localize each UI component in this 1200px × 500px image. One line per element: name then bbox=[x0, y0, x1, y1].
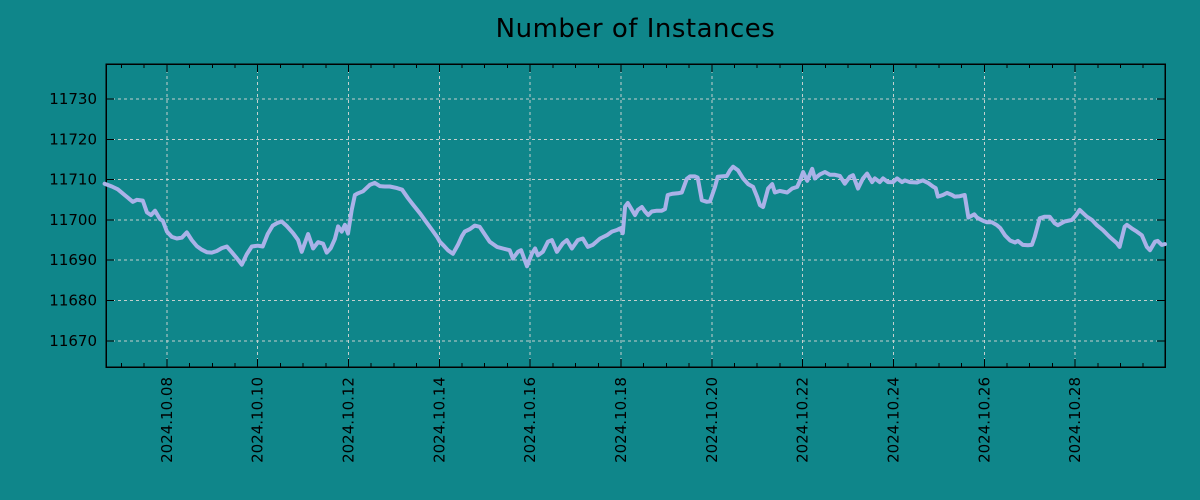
y-tick-label: 11670 bbox=[49, 332, 97, 350]
axis-labels: 11670 11680 11690 11700 11710 11720 11730 2024.… bbox=[49, 90, 1084, 463]
data-line bbox=[102, 164, 1167, 269]
y-tick-label: 11690 bbox=[49, 251, 97, 269]
x-tick-label: 2024.10.08 bbox=[158, 377, 176, 463]
x-tick-label: 2024.10.28 bbox=[1066, 377, 1084, 463]
y-tick-label: 11700 bbox=[49, 211, 97, 229]
chart-title: Number of Instances bbox=[495, 14, 776, 44]
x-tick-label: 2024.10.10 bbox=[249, 377, 267, 463]
plot-border bbox=[105, 63, 1166, 368]
x-tick-label: 2024.10.26 bbox=[975, 377, 993, 463]
y-tick-label: 11710 bbox=[49, 171, 97, 189]
x-tick-label: 2024.10.14 bbox=[430, 377, 448, 463]
x-tick-label: 2024.10.16 bbox=[521, 377, 539, 463]
x-tick-label: 2024.10.12 bbox=[339, 377, 357, 463]
x-tick-label: 2024.10.18 bbox=[612, 377, 630, 463]
x-tick-label: 2024.10.22 bbox=[794, 377, 812, 463]
y-tick-label: 11720 bbox=[49, 130, 97, 148]
x-tick-label: 2024.10.20 bbox=[703, 377, 721, 463]
y-tick-label: 11730 bbox=[49, 90, 97, 108]
gridlines bbox=[106, 64, 1165, 367]
x-tick-label: 2024.10.24 bbox=[884, 377, 902, 463]
y-tick-label: 11680 bbox=[49, 292, 97, 310]
